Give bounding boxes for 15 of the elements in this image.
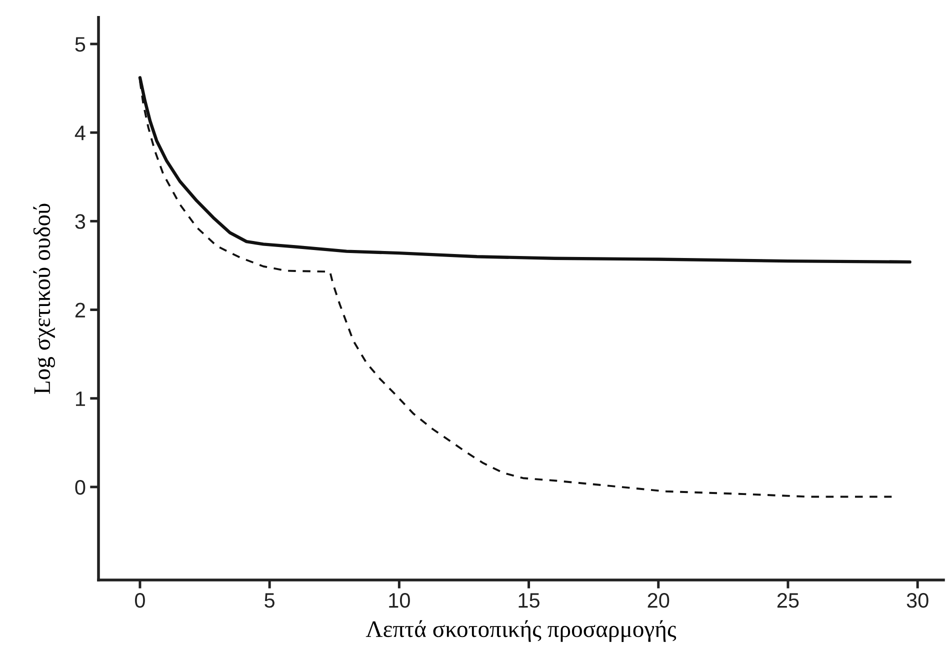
- x-axis-title: Λεπτά σκοτοπικής προσαρμογής: [366, 620, 676, 642]
- y-tick-label: 5: [75, 37, 86, 52]
- x-tick-label: 30: [906, 593, 928, 608]
- y-tick-label: 0: [75, 480, 86, 495]
- y-axis-title: Log σχετικού ουδού: [33, 204, 55, 394]
- x-tick-label: 20: [648, 593, 670, 608]
- x-tick-label: 25: [777, 593, 799, 608]
- y-tick-label: 1: [76, 392, 85, 406]
- y-tick-label: 3: [75, 214, 86, 229]
- x-tick-label: 5: [264, 593, 274, 608]
- y-tick-label: 4: [74, 126, 86, 140]
- x-tick-label: 15: [518, 593, 540, 608]
- y-tick-label: 2: [75, 302, 85, 318]
- x-tick-label: 10: [389, 593, 410, 608]
- x-tick-label: 0: [134, 593, 145, 608]
